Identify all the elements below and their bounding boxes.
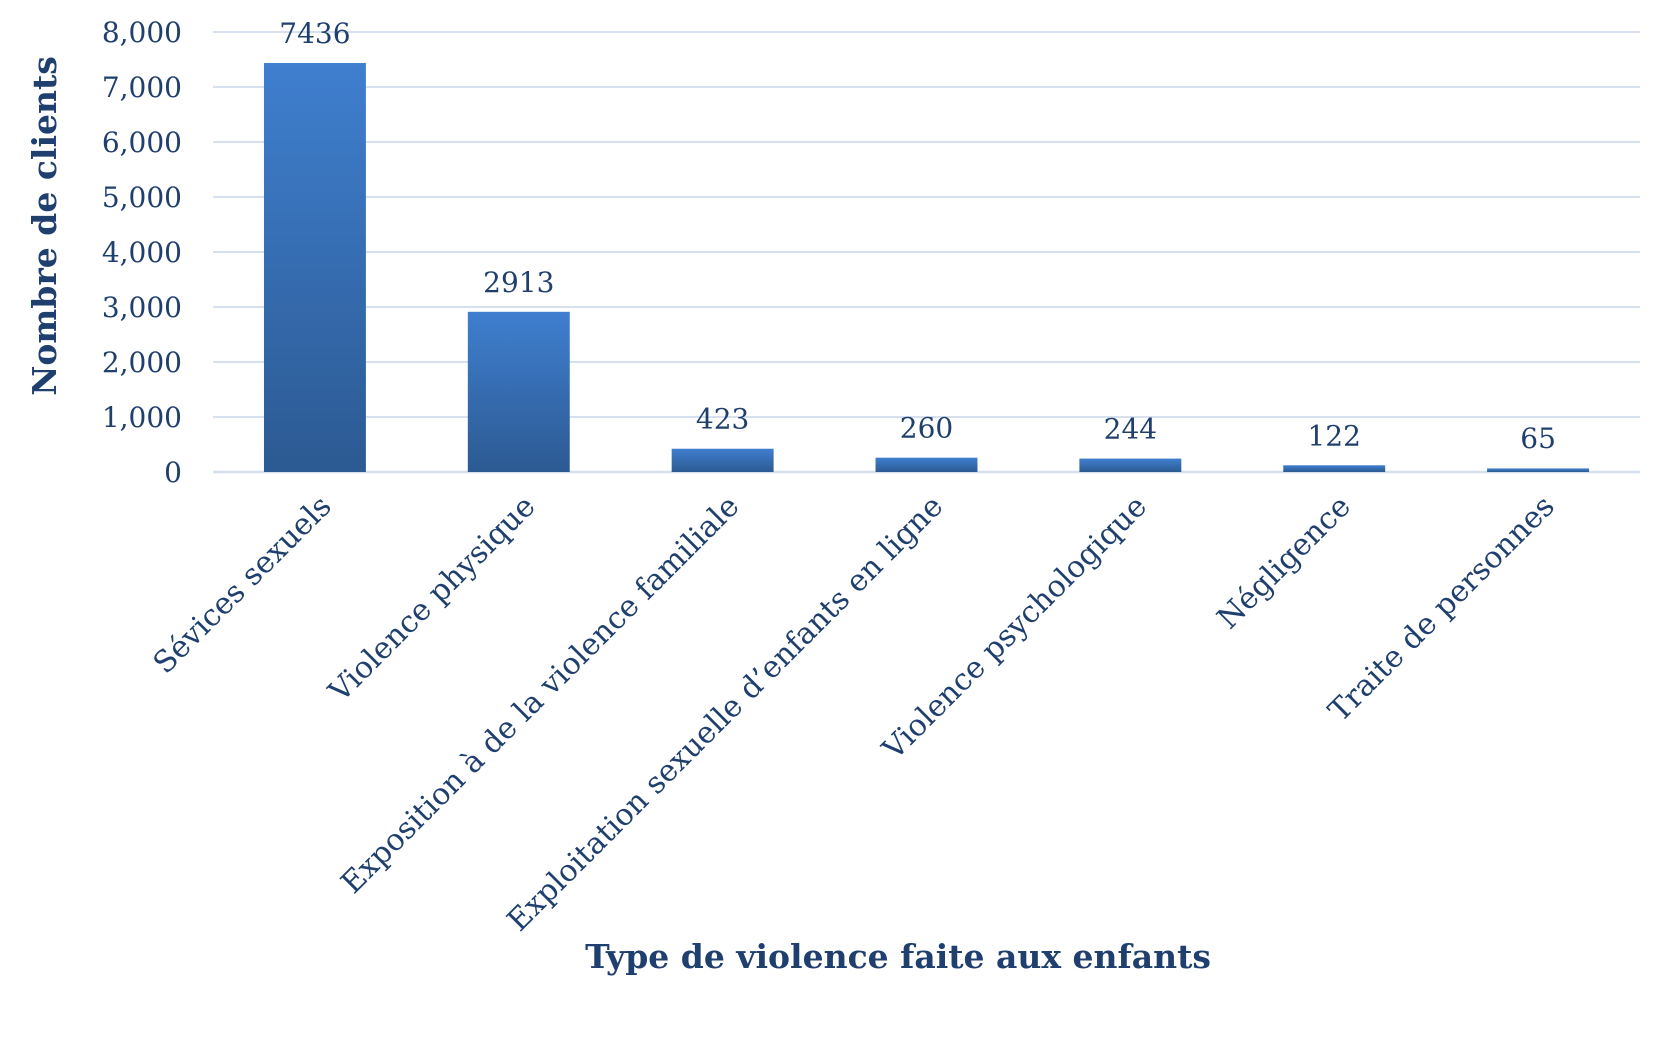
- x-category-label: Traite de personnes: [1322, 489, 1562, 729]
- x-category-label: Exposition à de la violence familiale: [334, 489, 746, 901]
- bar: [1283, 465, 1386, 472]
- y-tick-label: 6,000: [102, 126, 182, 159]
- bar: [671, 448, 774, 472]
- x-axis-title: Type de violence faite aux enfants: [585, 937, 1211, 976]
- data-label: 244: [1104, 413, 1157, 446]
- data-label: 65: [1520, 422, 1556, 455]
- data-label: 260: [900, 412, 953, 445]
- x-category-label: Négligence: [1211, 489, 1358, 636]
- gridlines: [213, 31, 1640, 474]
- data-label: 2913: [483, 266, 554, 299]
- y-tick-label: 7,000: [102, 71, 182, 104]
- bar: [1079, 458, 1182, 472]
- x-category-label: Violence physique: [322, 489, 543, 710]
- y-tick-label: 8,000: [102, 16, 182, 49]
- bar: [875, 457, 978, 472]
- y-axis-title: Nombre de clients: [25, 56, 64, 396]
- y-tick-label: 5,000: [102, 181, 182, 214]
- y-tick-label: 0: [164, 456, 182, 489]
- y-tick-label: 1,000: [102, 401, 182, 434]
- data-labels: 7436 2913 423 260 244 122 65: [279, 17, 1556, 455]
- y-axis-tick-labels: 0 1,000 2,000 3,000 4,000 5,000 6,000 7,000 8,00…: [102, 16, 182, 489]
- data-label: 7436: [279, 17, 350, 50]
- x-category-label: Exploitation sexuelle d’enfants en ligne: [501, 489, 950, 938]
- x-category-label: Sévices sexuels: [147, 489, 339, 681]
- bar: [263, 63, 366, 473]
- bar: [467, 311, 570, 472]
- y-tick-label: 3,000: [102, 291, 182, 324]
- data-label: 423: [696, 403, 749, 436]
- data-label: 122: [1307, 419, 1360, 452]
- y-tick-label: 4,000: [102, 236, 182, 269]
- bar: [1487, 468, 1590, 472]
- y-tick-label: 2,000: [102, 346, 182, 379]
- bars: [263, 63, 1590, 473]
